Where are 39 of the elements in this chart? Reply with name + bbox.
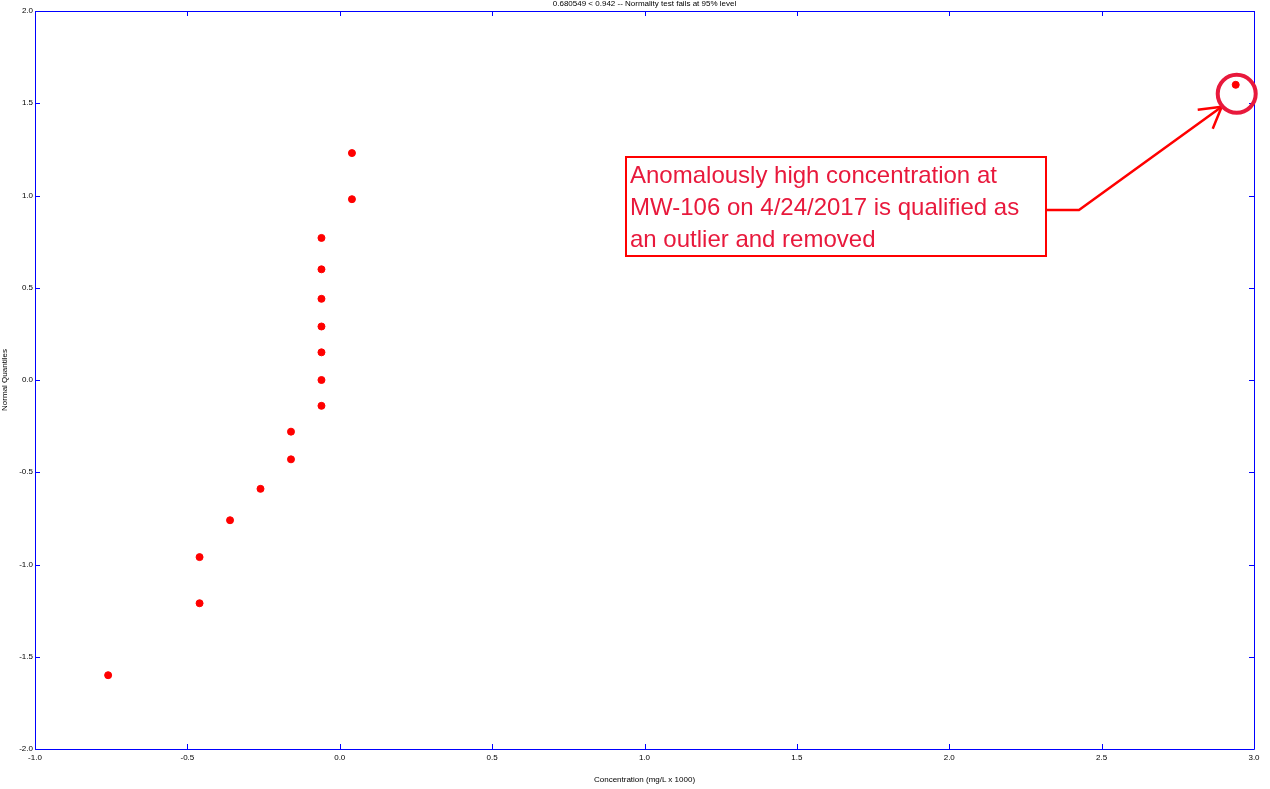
point xyxy=(317,401,326,410)
x-tick-label: 3.0 xyxy=(1248,753,1261,762)
point xyxy=(286,455,295,464)
chart-title: 0.680549 < 0.942 -- Normality test fails at 95% level xyxy=(552,0,737,9)
y-axis-title: Normal Quantiles xyxy=(0,349,9,411)
point xyxy=(317,376,326,384)
point xyxy=(317,294,326,303)
point xyxy=(317,322,326,331)
x-tick-label: -1.0 xyxy=(28,753,43,762)
y-tick-label: 0.5 xyxy=(21,282,34,292)
point xyxy=(104,671,113,680)
point xyxy=(195,553,204,562)
point xyxy=(1231,80,1240,89)
y-tick-label: 1.0 xyxy=(21,190,34,200)
point xyxy=(317,233,326,242)
x-tick-label: 2.0 xyxy=(943,753,956,762)
x-axis-title: Concentration (mg/L x 1000) xyxy=(593,775,696,785)
point xyxy=(256,484,265,493)
annotation: Anomalously high concentration at MW-106 on 4/24/2017 is qualified as an outlier and removed xyxy=(625,156,1047,257)
point xyxy=(286,427,295,436)
x-tick-label: 1.5 xyxy=(791,753,803,762)
point xyxy=(347,195,356,204)
point xyxy=(347,149,356,158)
y-tick-label: -1.0 xyxy=(19,559,34,569)
point xyxy=(226,516,235,525)
y-tick-label: -0.5 xyxy=(19,467,34,477)
point xyxy=(195,599,204,608)
x-tick-label: -0.5 xyxy=(180,753,195,762)
x-tick-label: 1.0 xyxy=(638,753,651,762)
y-tick-label: -2.0 xyxy=(19,744,34,754)
point xyxy=(317,348,326,357)
y-tick-label: 1.5 xyxy=(21,98,34,108)
x-tick-label: 0.5 xyxy=(486,753,499,762)
x-tick-label: 2.5 xyxy=(1096,753,1108,762)
x-tick-label: 0.0 xyxy=(334,753,346,762)
y-tick-label: 2.0 xyxy=(21,6,34,16)
y-tick-label: 0.0 xyxy=(21,375,34,385)
y-tick-label: -1.5 xyxy=(19,651,34,661)
point xyxy=(317,265,326,274)
